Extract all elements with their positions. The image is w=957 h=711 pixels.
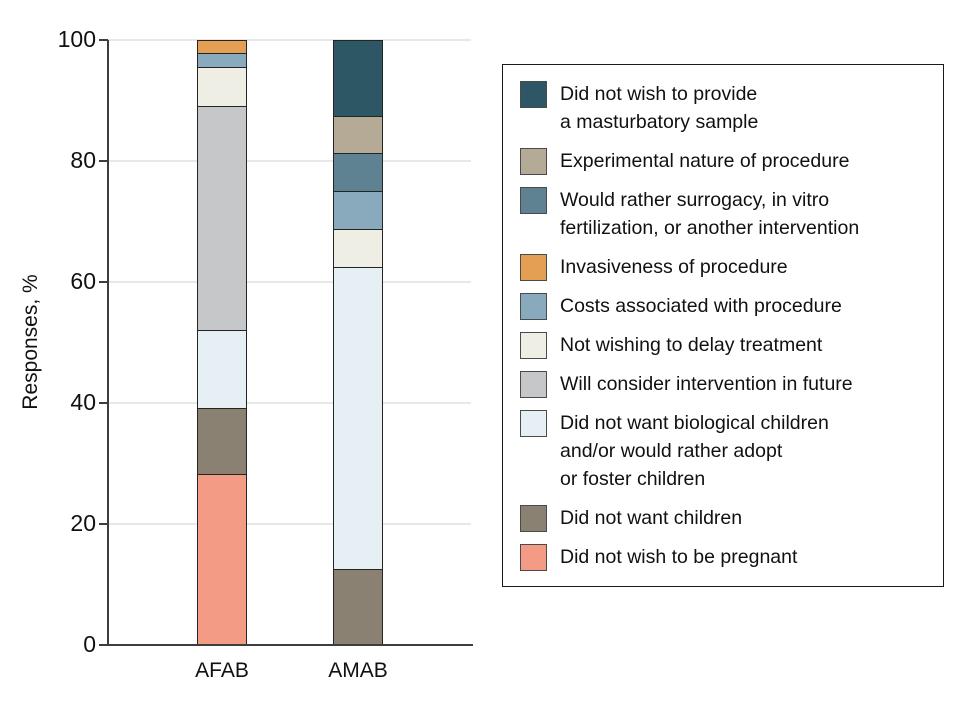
legend-swatch-1: [520, 148, 547, 175]
y-tick-20: [99, 523, 108, 525]
y-tick-label-60: 60: [70, 267, 96, 294]
bar-segment-amab-2: [333, 153, 383, 192]
gridline-80: [108, 160, 471, 162]
legend-swatch-0: [520, 81, 547, 108]
legend-swatch-6: [520, 371, 547, 398]
bar-afab: [197, 40, 247, 645]
gridline-40: [108, 402, 471, 404]
legend-item-4: Costs associated with procedure: [520, 292, 931, 320]
y-tick-label-100: 100: [57, 25, 96, 52]
y-tick-100: [99, 39, 108, 41]
legend-label-0: Did not wish to provide a masturbatory sa…: [560, 83, 759, 133]
legend-item-9: Did not wish to be pregnant: [520, 543, 931, 571]
x-axis-label-amab: AMAB: [328, 659, 388, 682]
y-tick-60: [99, 281, 108, 283]
y-tick-label-0: 0: [83, 630, 96, 657]
bar-segment-amab-7: [333, 266, 383, 570]
y-tick-label-40: 40: [70, 388, 96, 415]
legend-swatch-8: [520, 505, 547, 532]
legend-swatch-2: [520, 187, 547, 214]
bar-segment-amab-8: [333, 569, 383, 645]
legend-label-7: Did not want biological children and/or w…: [560, 412, 829, 490]
legend-label-4: Costs associated with procedure: [560, 295, 842, 317]
y-tick-40: [99, 402, 108, 404]
y-tick-label-80: 80: [70, 146, 96, 173]
bar-segment-amab-0: [333, 40, 383, 116]
bar-segment-afab-5: [197, 66, 247, 106]
legend-label-1: Experimental nature of procedure: [560, 150, 850, 172]
legend-label-9: Did not wish to be pregnant: [560, 546, 798, 568]
y-axis-line: [107, 40, 109, 646]
legend-label-6: Will consider intervention in future: [560, 373, 853, 395]
legend-swatch-9: [520, 544, 547, 571]
legend-label-8: Did not want children: [560, 507, 743, 529]
y-tick-0: [99, 644, 108, 646]
gridline-20: [108, 523, 471, 525]
bar-segment-afab-9: [197, 474, 247, 645]
legend-label-5: Not wishing to delay treatment: [560, 334, 823, 356]
bar-segment-afab-7: [197, 329, 247, 409]
legend-item-6: Will consider intervention in future: [520, 370, 931, 398]
legend-label-2: Would rather surrogacy, in vitro fertiliz…: [560, 189, 860, 239]
bar-amab: [333, 40, 383, 645]
legend-item-5: Not wishing to delay treatment: [520, 331, 931, 359]
legend-item-8: Did not want children: [520, 504, 931, 532]
legend-swatch-3: [520, 254, 547, 281]
bar-segment-afab-8: [197, 408, 247, 475]
bar-segment-afab-6: [197, 105, 247, 330]
legend: Did not wish to provide a masturbatory sa…: [502, 64, 944, 587]
legend-item-1: Experimental nature of procedure: [520, 147, 931, 175]
bar-segment-amab-1: [333, 115, 383, 154]
legend-item-2: Would rather surrogacy, in vitro fertiliz…: [520, 186, 931, 242]
x-axis-line: [107, 644, 473, 646]
bar-segment-amab-4: [333, 191, 383, 230]
legend-item-7: Did not want biological children and/or w…: [520, 409, 931, 493]
legend-swatch-4: [520, 293, 547, 320]
y-tick-label-20: 20: [70, 509, 96, 536]
bar-segment-afab-4: [197, 53, 247, 67]
y-tick-80: [99, 160, 108, 162]
legend-item-0: Did not wish to provide a masturbatory sa…: [520, 80, 931, 136]
gridline-100: [108, 39, 471, 41]
legend-label-3: Invasiveness of procedure: [560, 256, 788, 278]
x-axis-label-afab: AFAB: [195, 659, 249, 682]
bar-segment-afab-3: [197, 40, 247, 54]
legend-swatch-7: [520, 410, 547, 437]
legend-swatch-5: [520, 332, 547, 359]
bar-segment-amab-5: [333, 229, 383, 267]
gridline-60: [108, 281, 471, 283]
legend-item-3: Invasiveness of procedure: [520, 253, 931, 281]
